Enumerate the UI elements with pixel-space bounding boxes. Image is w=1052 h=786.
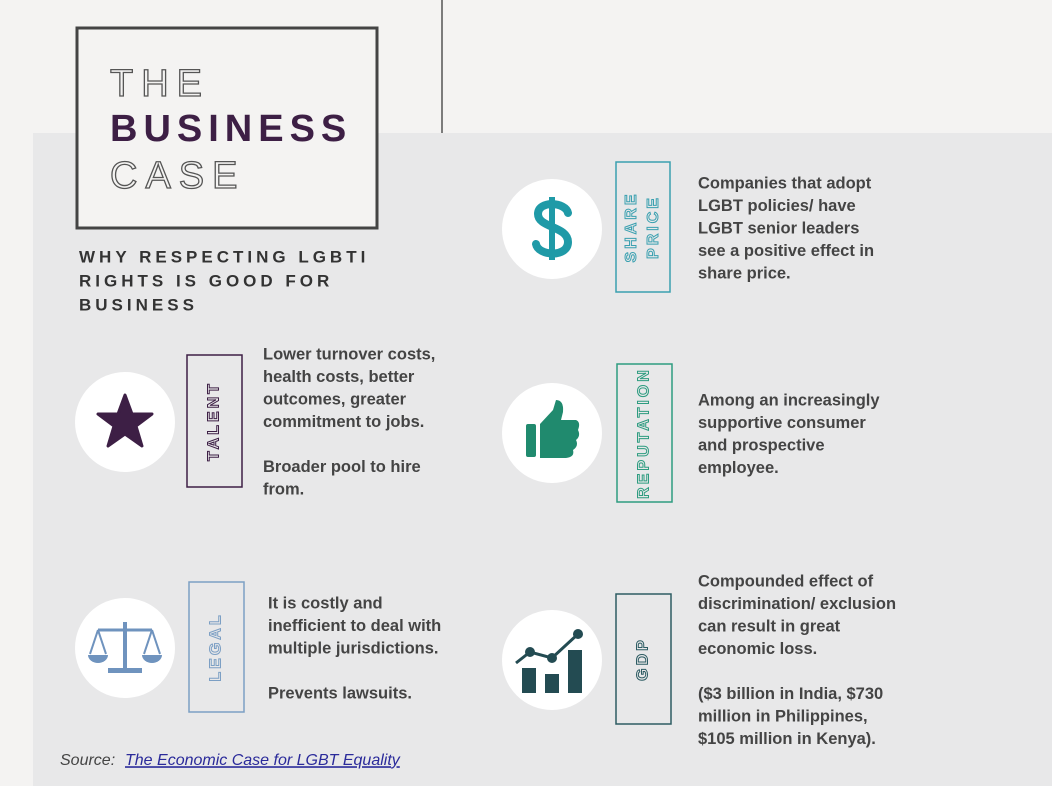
description: LGBT senior leaders — [698, 219, 859, 237]
label-box — [615, 593, 672, 725]
title-box — [75, 26, 379, 230]
description: $105 million in Kenya). — [698, 730, 876, 748]
label-box — [186, 354, 243, 488]
description: see a positive effect in — [698, 242, 874, 260]
label-box — [615, 161, 671, 293]
vertical-label: GDP — [635, 637, 652, 681]
description: Broader pool to hire — [263, 458, 421, 476]
subtitle: WHY RESPECTING LGBTI — [79, 247, 369, 266]
source-prefix: Source: — [60, 752, 115, 769]
title-business: BUSINESS — [110, 108, 352, 150]
description: economic loss. — [698, 640, 817, 658]
description: Among an increasingly — [698, 391, 880, 409]
description: can result in great — [698, 617, 841, 635]
description: Prevents lawsuits. — [268, 684, 412, 702]
title-the: THE — [110, 63, 210, 105]
description: LGBT policies/ have — [698, 197, 856, 215]
description: from. — [263, 480, 304, 498]
description: million in Philippines, — [698, 707, 868, 725]
description: Compounded effect of — [698, 572, 874, 590]
subtitle: RIGHTS IS GOOD FOR — [79, 271, 333, 290]
label-box — [616, 363, 673, 503]
description: discrimination/ exclusion — [698, 595, 896, 613]
subtitle: BUSINESS — [79, 295, 198, 314]
description: supportive consumer — [698, 414, 866, 432]
vertical-label: SHARE — [623, 191, 640, 262]
description: outcomes, greater — [263, 390, 407, 408]
description: It is costly and — [268, 594, 383, 612]
description: share price. — [698, 264, 791, 282]
title-case: CASE — [110, 155, 245, 197]
description: Companies that adopt — [698, 174, 872, 192]
vertical-label: TALENT — [206, 381, 223, 461]
description: ($3 billion in India, $730 — [698, 685, 883, 703]
description: health costs, better — [263, 368, 415, 386]
description: employee. — [698, 459, 779, 477]
description: multiple jurisdictions. — [268, 639, 439, 657]
source-link[interactable]: The Economic Case for LGBT Equality — [125, 752, 401, 769]
vertical-label: PRICE — [645, 195, 662, 259]
icons — [75, 179, 602, 710]
vertical-label: REPUTATION — [636, 367, 653, 499]
description: and prospective — [698, 436, 825, 454]
description: Lower turnover costs, — [263, 345, 435, 363]
label-box — [188, 581, 245, 713]
description: commitment to jobs. — [263, 413, 424, 431]
vertical-label: LEGAL — [208, 612, 225, 681]
description: inefficient to deal with — [268, 617, 441, 635]
